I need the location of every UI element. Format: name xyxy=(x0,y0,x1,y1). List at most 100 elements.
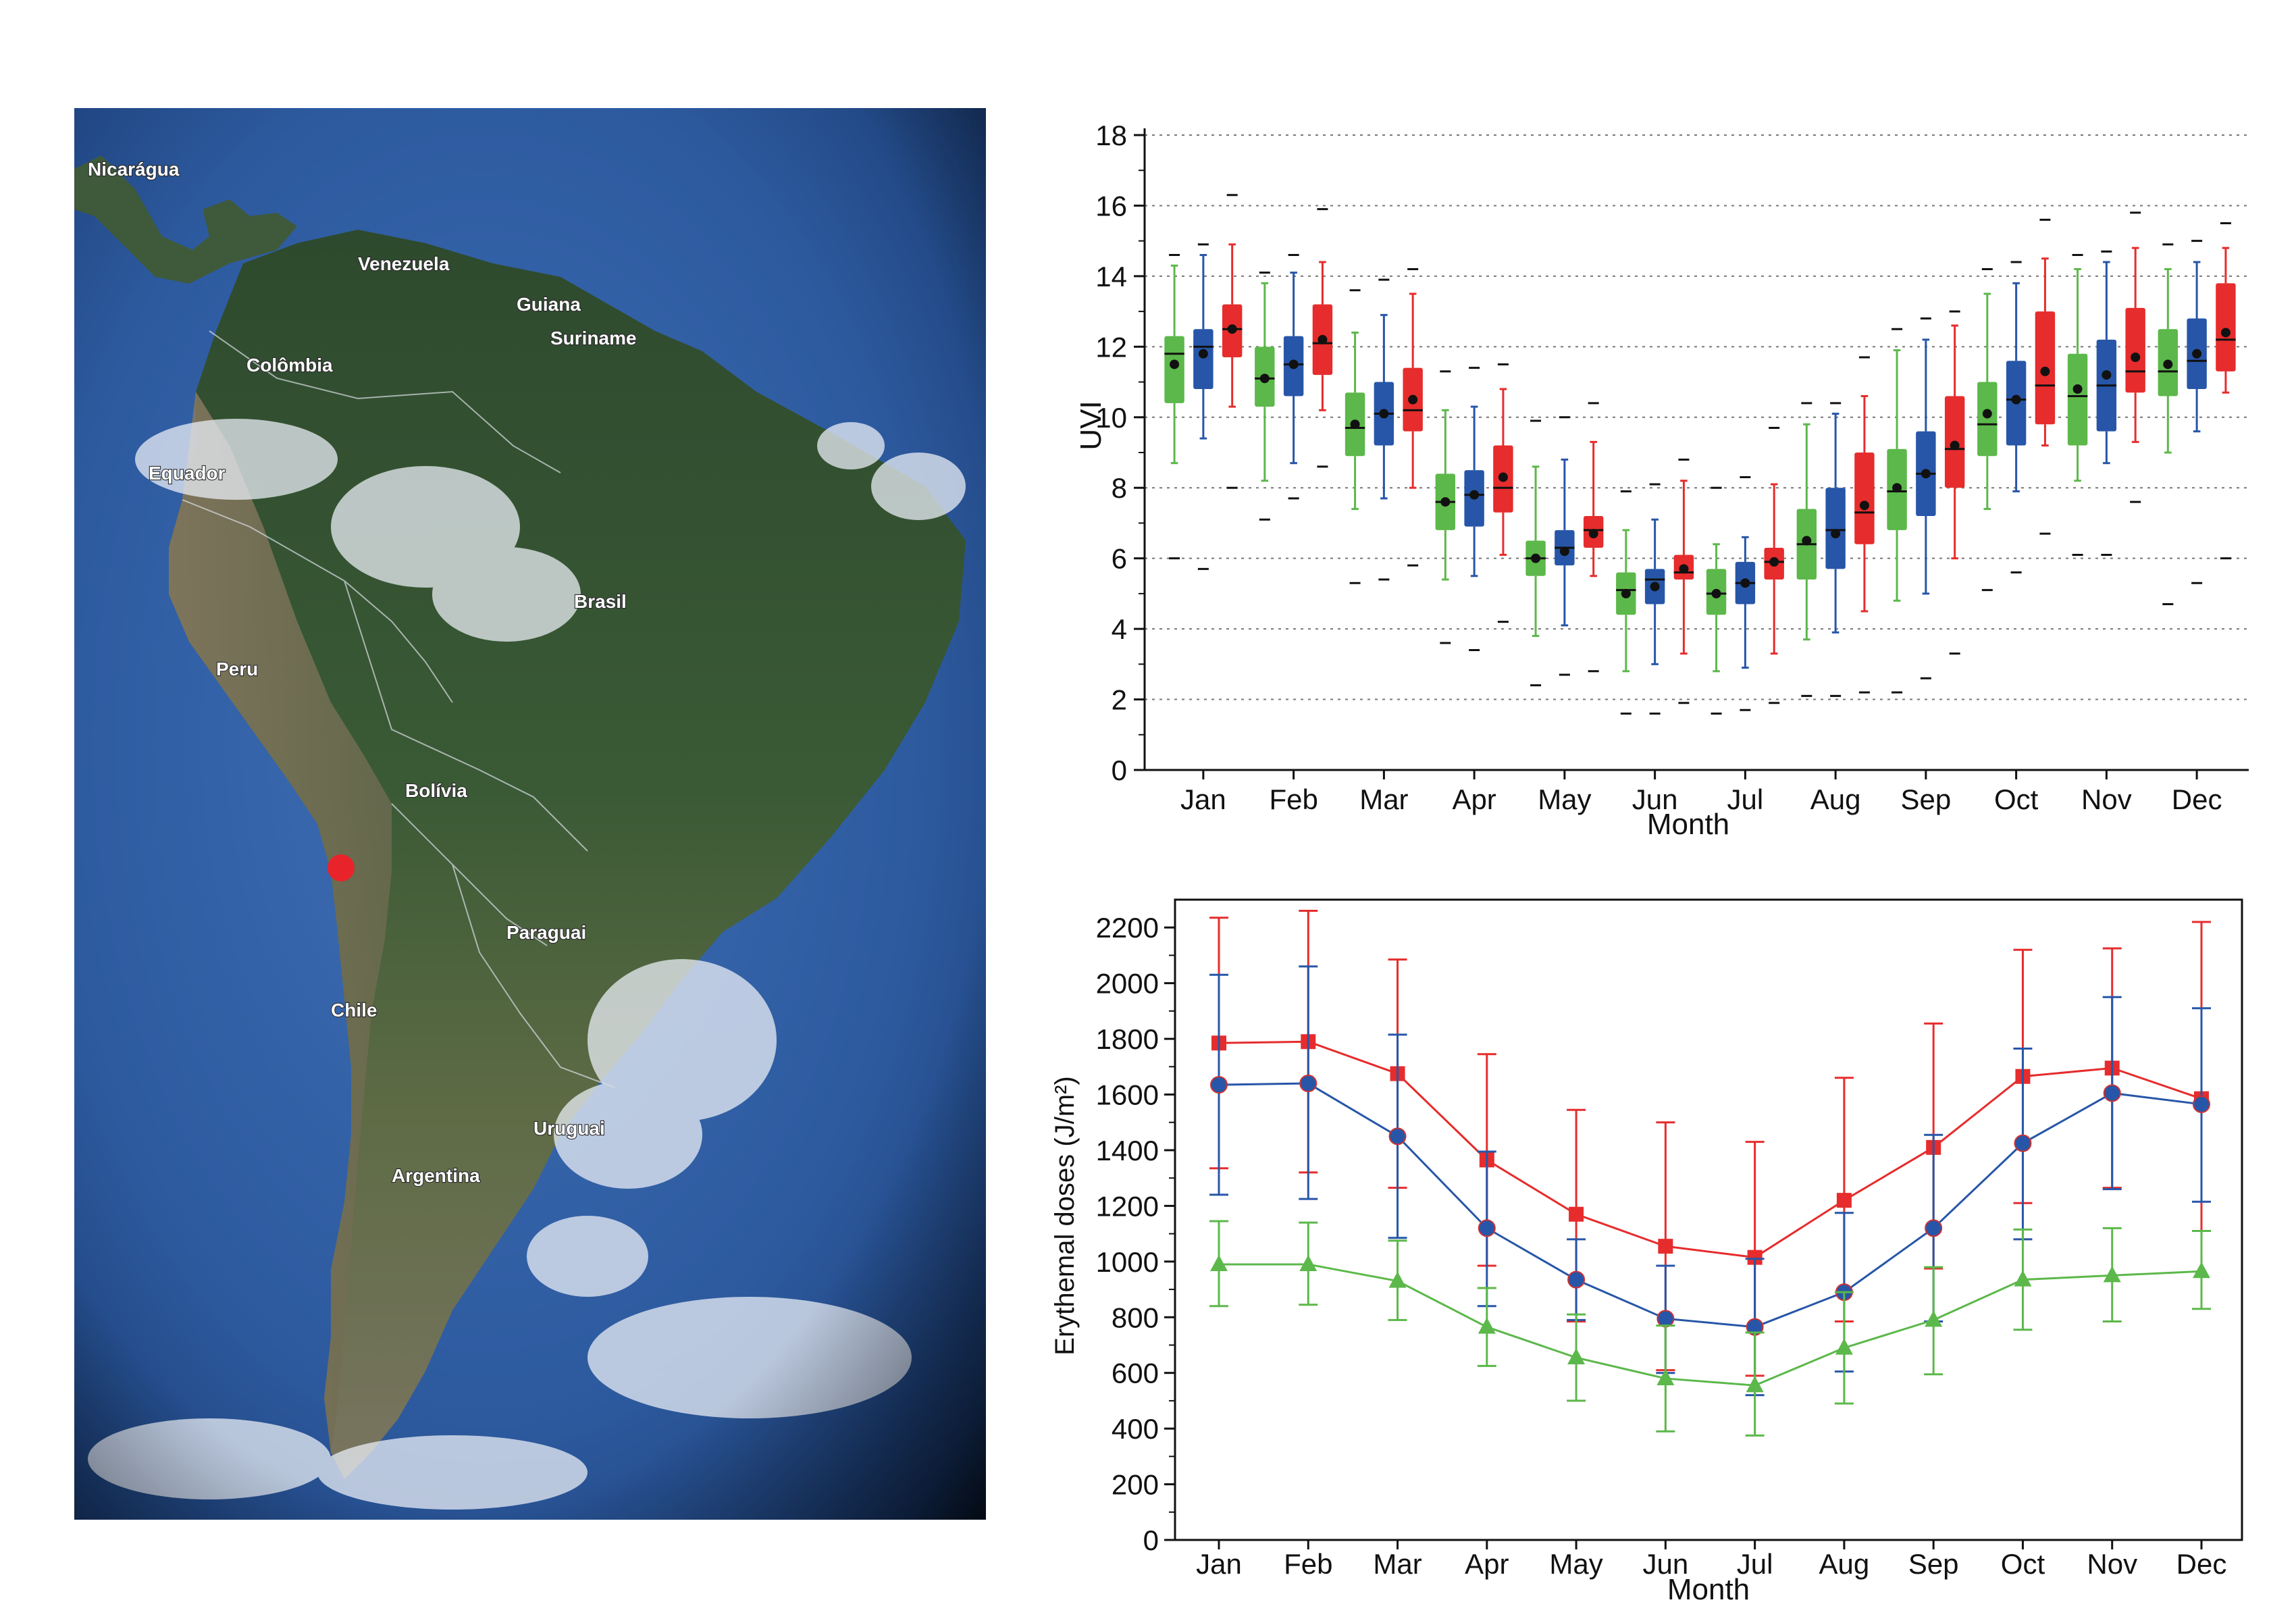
uvi-box-green-feb xyxy=(1255,272,1275,521)
dose-y-tick-label: 600 xyxy=(1112,1358,1159,1389)
uvi-box-red-oct xyxy=(2035,218,2056,535)
dose-y-tick-label: 200 xyxy=(1112,1469,1159,1501)
uvi-box-red-nov xyxy=(2125,211,2145,503)
uvi-box-blue-jun xyxy=(1644,483,1665,715)
dose-point-triangle xyxy=(2103,1266,2121,1283)
uvi-mean-marker xyxy=(1982,409,1992,419)
uvi-box-red-dec xyxy=(2216,222,2236,560)
uvi-mean-marker xyxy=(1859,500,1869,511)
dose-point-square xyxy=(1569,1206,1584,1222)
uvi-x-tick-label: Sep xyxy=(1901,783,1952,815)
uvi-box-iqr xyxy=(1825,488,1846,569)
dose-y-tick-label: 1600 xyxy=(1096,1079,1159,1111)
uvi-box-blue-sep xyxy=(1916,317,1936,679)
dose-point-circle xyxy=(1478,1219,1496,1237)
dose-y-tick-label: 1000 xyxy=(1096,1246,1159,1278)
uvi-mean-marker xyxy=(1379,409,1389,419)
dose-point-triangle xyxy=(1925,1310,1943,1327)
uvi-mean-marker xyxy=(1259,374,1270,384)
uvi-mean-marker xyxy=(1950,440,1960,451)
uvi-x-tick-label: May xyxy=(1538,783,1591,815)
uvi-box-iqr xyxy=(1977,382,1998,457)
uvi-x-tick-label: Feb xyxy=(1269,783,1317,815)
dose-y-tick-label: 400 xyxy=(1112,1413,1159,1445)
dose-line xyxy=(1218,1040,2202,1259)
uvi-mean-marker xyxy=(1317,334,1328,344)
uvi-mean-marker xyxy=(1170,359,1180,369)
uvi-box-green-jan xyxy=(1164,254,1184,560)
uvi-box-red-sep xyxy=(1944,310,1965,655)
uvi-mean-marker xyxy=(1469,490,1480,500)
uvi-box-green-sep xyxy=(1887,328,1907,694)
dose-y-tick-label: 2000 xyxy=(1096,968,1159,1000)
uvi-mean-marker xyxy=(2011,394,2021,405)
dose-x-tick-label: Jul xyxy=(1737,1548,1773,1580)
uvi-x-tick-label: Dec xyxy=(2172,783,2222,815)
uvi-mean-marker xyxy=(1198,349,1208,359)
dose-plot-frame xyxy=(1174,898,2243,1541)
uvi-x-tick-label: Jul xyxy=(1727,783,1764,815)
uvi-mean-marker xyxy=(1227,324,1237,334)
uvi-mean-marker xyxy=(2163,359,2173,369)
uvi-box-blue-mar xyxy=(1374,278,1394,581)
dose-point-circle xyxy=(2103,1084,2121,1102)
south-america-satellite-map: NicaráguaVenezuelaGuianaSurinameColômbia… xyxy=(74,108,986,1520)
uvi-mean-marker xyxy=(1621,588,1631,598)
uvi-box-green-may xyxy=(1525,419,1546,687)
uvi-box-blue-dec xyxy=(2187,240,2207,584)
uvi-x-axis-title: Month xyxy=(1647,808,1729,841)
dose-point-triangle xyxy=(1388,1271,1407,1288)
dose-y-tick-label: 800 xyxy=(1112,1302,1159,1333)
dose-x-tick-label: Apr xyxy=(1465,1548,1509,1580)
uvi-box-green-dec xyxy=(2158,243,2178,606)
dose-point-circle xyxy=(1210,1076,1228,1094)
dose-point-circle xyxy=(1388,1127,1407,1146)
dose-point-triangle xyxy=(1835,1338,1853,1355)
uvi-mean-marker xyxy=(1769,557,1779,567)
dose-series-circle xyxy=(1209,965,2211,1397)
uvi-y-tick-label: 18 xyxy=(1095,122,1127,151)
uvi-mean-marker xyxy=(1350,419,1360,430)
uvi-box-green-jun xyxy=(1616,490,1636,715)
dose-x-tick-label: Nov xyxy=(2087,1548,2137,1580)
uvi-box-iqr xyxy=(1164,336,1184,403)
dose-y-tick-label: 0 xyxy=(1143,1524,1159,1556)
uvi-y-tick-label: 16 xyxy=(1095,190,1127,222)
uvi-box-iqr xyxy=(1854,453,1875,544)
dose-point-triangle xyxy=(1299,1254,1317,1271)
dose-x-tick-label: Oct xyxy=(2001,1548,2045,1580)
uvi-box-red-feb xyxy=(1312,208,1333,468)
uvi-box-blue-may xyxy=(1555,416,1575,676)
uvi-box-blue-apr xyxy=(1464,367,1484,651)
dose-x-tick-label: Jun xyxy=(1643,1548,1689,1580)
uvi-box-red-mar xyxy=(1403,267,1423,567)
uvi-box-green-nov xyxy=(2067,254,2088,556)
uvi-mean-marker xyxy=(2192,349,2202,359)
uvi-mean-marker xyxy=(1740,578,1750,588)
uvi-x-tick-label: Jun xyxy=(1632,783,1678,815)
uvi-x-tick-label: Nov xyxy=(2081,783,2132,815)
uvi-y-tick-label: 6 xyxy=(1112,543,1127,575)
dose-x-tick-label: May xyxy=(1549,1548,1602,1580)
dose-point-triangle xyxy=(1478,1317,1496,1334)
dose-point-square xyxy=(1836,1193,1852,1208)
uvi-mean-marker xyxy=(1440,497,1451,507)
uvi-mean-marker xyxy=(1802,536,1812,546)
uvi-box-blue-nov xyxy=(2096,250,2117,556)
dose-point-circle xyxy=(2014,1134,2032,1152)
uvi-mean-marker xyxy=(1921,469,1931,479)
dose-line xyxy=(1219,1263,2202,1387)
uvi-box-blue-feb xyxy=(1283,254,1304,500)
uvi-boxplot-chart: 0 2 4 6 8 10 12 14 16 18 Jan Feb Mar Apr May Jun Jul Aug S… xyxy=(1074,122,2249,841)
dose-y-tick-label: 2200 xyxy=(1096,912,1159,944)
uvi-mean-marker xyxy=(2131,353,2141,362)
uvi-mean-marker xyxy=(1559,546,1569,557)
uvi-y-tick-label: 14 xyxy=(1095,261,1127,292)
uvi-y-tick-label: 2 xyxy=(1112,684,1127,716)
uvi-box-blue-jan xyxy=(1193,243,1214,570)
uvi-mean-marker xyxy=(2220,328,2230,338)
uvi-mean-marker xyxy=(1288,359,1299,369)
uvi-box-red-jan xyxy=(1222,194,1243,489)
uvi-mean-marker xyxy=(1831,529,1841,539)
uvi-box-red-jul xyxy=(1764,426,1784,704)
